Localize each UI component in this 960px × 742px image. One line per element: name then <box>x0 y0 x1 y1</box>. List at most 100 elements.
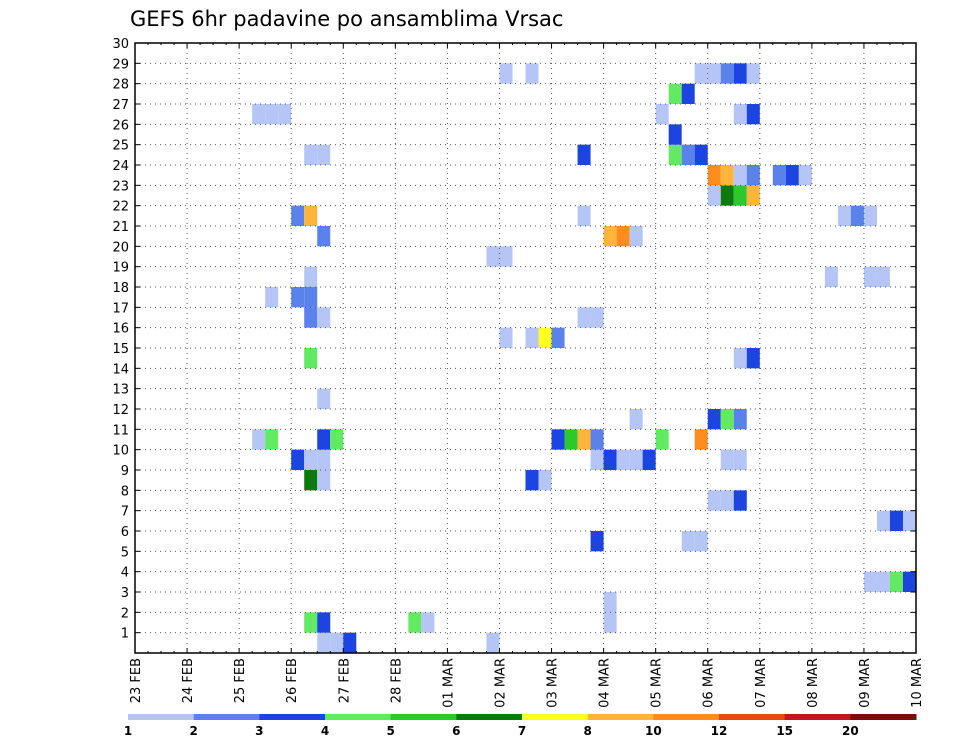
colorbar-swatch <box>719 714 786 720</box>
heatmap-cell <box>707 63 721 84</box>
heatmap-cell <box>408 612 422 633</box>
heatmap-cell <box>824 266 838 287</box>
heatmap-cell <box>291 205 305 226</box>
y-tick-label: 11 <box>112 423 129 438</box>
y-tick-label: 13 <box>112 383 129 398</box>
x-tick-label: 25 FEB <box>233 658 248 703</box>
x-tick-label: 04 MAR <box>598 658 613 708</box>
colorbar-label: 8 <box>583 724 591 738</box>
chart-title: GEFS 6hr padavine po ansamblima Vrsac <box>130 7 563 31</box>
heatmap-cell <box>746 185 760 206</box>
heatmap-cell <box>525 327 539 348</box>
heatmap-cell <box>889 510 903 531</box>
y-tick-label: 16 <box>112 322 129 337</box>
heatmap-cell <box>733 490 747 511</box>
heatmap-cell <box>746 165 760 186</box>
x-tick-label: 24 FEB <box>181 658 196 703</box>
heatmap-cell <box>876 571 890 592</box>
heatmap-cell <box>720 449 734 470</box>
heatmap-cell <box>525 63 539 84</box>
heatmap-cell <box>720 185 734 206</box>
colorbar-swatch <box>784 714 851 720</box>
heatmap-cell <box>668 124 682 145</box>
colorbar-label: 2 <box>189 724 197 738</box>
colorbar-swatch <box>653 714 720 720</box>
heatmap-cell <box>876 510 890 531</box>
heatmap-cell <box>902 571 916 592</box>
heatmap-cell <box>343 632 357 653</box>
heatmap-cell <box>668 144 682 165</box>
colorbar-swatch <box>325 714 392 720</box>
colorbar-label: 7 <box>518 724 526 738</box>
heatmap-cell <box>304 470 318 491</box>
heatmap-cell <box>551 429 565 450</box>
y-tick-label: 30 <box>112 37 129 52</box>
heatmap-cell <box>564 429 578 450</box>
heatmap-cell <box>304 449 318 470</box>
heatmap-cell <box>720 63 734 84</box>
heatmap-cell <box>265 287 279 308</box>
heatmap-cell <box>733 409 747 430</box>
x-tick-label: 02 MAR <box>493 658 508 708</box>
heatmap-cell <box>863 571 877 592</box>
heatmap-cell <box>304 612 318 633</box>
heatmap-cell <box>551 327 565 348</box>
y-tick-label: 9 <box>121 464 129 479</box>
heatmap-cell <box>876 266 890 287</box>
heatmap-cell <box>733 185 747 206</box>
x-tick-label: 28 FEB <box>389 658 404 703</box>
heatmap-cell <box>629 449 643 470</box>
colorbar-label: 12 <box>711 724 728 738</box>
heatmap-cell <box>304 307 318 328</box>
heatmap-cell <box>317 144 331 165</box>
heatmap-cell <box>733 104 747 125</box>
colorbar-swatch <box>587 714 654 720</box>
colorbar-swatch <box>193 714 260 720</box>
y-tick-label: 3 <box>121 586 129 601</box>
y-tick-label: 20 <box>112 240 129 255</box>
y-tick-label: 12 <box>112 403 129 418</box>
y-tick-label: 4 <box>121 566 129 581</box>
x-tick-label: 05 MAR <box>650 658 665 708</box>
heatmap-cell <box>746 348 760 369</box>
heatmap-cell <box>590 429 604 450</box>
heatmap-cell <box>681 83 695 104</box>
y-tick-label: 25 <box>112 139 129 154</box>
heatmap-cell <box>499 327 513 348</box>
y-tick-label: 28 <box>112 78 129 93</box>
heatmap-cell <box>694 144 708 165</box>
y-tick-label: 21 <box>112 220 129 235</box>
heatmap-cell <box>590 449 604 470</box>
heatmap-cell <box>304 266 318 287</box>
colorbar-label: 15 <box>776 724 793 738</box>
heatmap-cell <box>681 144 695 165</box>
x-axis: 23 FEB 24 FEB 25 FEB 26 FEB 27 FEB 28 FEB 01 M… <box>129 43 925 708</box>
heatmap-cell <box>330 632 344 653</box>
heatmap-cell <box>317 632 331 653</box>
heatmap-cell <box>733 165 747 186</box>
colorbar: 1 2 3 4 5 6 7 8 10 12 15 20 <box>124 714 917 738</box>
heatmap-cell <box>304 348 318 369</box>
heatmap-cells <box>252 63 916 653</box>
colorbar-label: 5 <box>386 724 394 738</box>
heatmap-cell <box>889 571 903 592</box>
heatmap-cell <box>304 287 318 308</box>
heatmap-cell <box>278 104 292 125</box>
heatmap-cell <box>577 144 591 165</box>
y-tick-label: 7 <box>121 505 129 520</box>
heatmap-cell <box>668 83 682 104</box>
y-axis: 1234567891011121314151617181920212223242… <box>112 37 916 642</box>
heatmap-cell <box>291 449 305 470</box>
heatmap-cell <box>616 449 630 470</box>
heatmap-cell <box>720 165 734 186</box>
heatmap-cell <box>421 612 435 633</box>
heatmap-cell <box>707 409 721 430</box>
heatmap-cell <box>499 246 513 267</box>
x-tick-label: 09 MAR <box>858 658 873 708</box>
heatmap-cell <box>642 449 656 470</box>
colorbar-label: 1 <box>124 724 132 738</box>
heatmap-cell <box>317 388 331 409</box>
heatmap-cell <box>655 104 669 125</box>
heatmap-cell <box>304 144 318 165</box>
